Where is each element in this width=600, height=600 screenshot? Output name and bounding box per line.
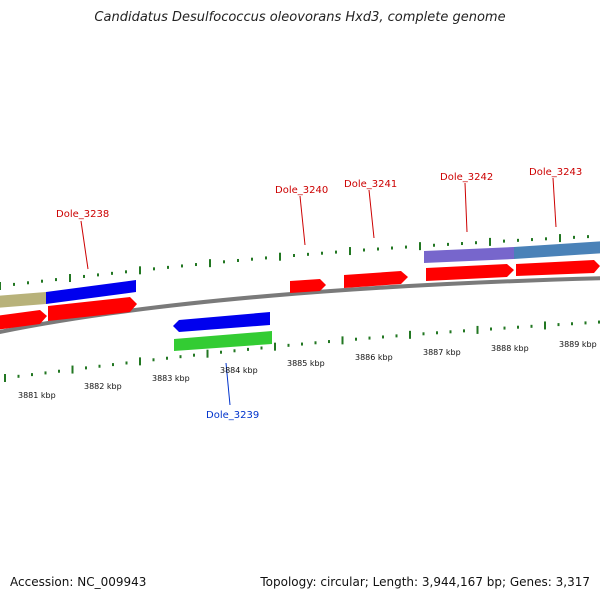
gene-label-dole-3238[interactable]: Dole_3238 xyxy=(56,209,109,220)
genome-summary-text: Topology: circular; Length: 3,944,167 bp… xyxy=(260,575,590,589)
map-title: Candidatus Desulfococcus oleovorans Hxd3… xyxy=(94,10,506,25)
kbp-label: 3889 kbp xyxy=(559,340,597,349)
upper-gc-ticks xyxy=(0,234,589,290)
gene-leader-lines xyxy=(80,177,557,406)
gene-label-dole-3240[interactable]: Dole_3240 xyxy=(275,185,328,196)
gene-label-dole-3239[interactable]: Dole_3239 xyxy=(206,410,259,421)
kbp-label: 3881 kbp xyxy=(18,391,56,400)
gene-label-dole-3243[interactable]: Dole_3243 xyxy=(529,167,582,178)
lower-ruler-ticks xyxy=(4,320,600,382)
olive-feature[interactable] xyxy=(0,292,46,308)
green-reverse-feature[interactable] xyxy=(174,331,272,351)
cds-arrow[interactable] xyxy=(0,310,47,330)
reverse-feature-track xyxy=(173,312,272,351)
gene-label-dole-3242[interactable]: Dole_3242 xyxy=(440,172,493,183)
kbp-label: 3883 kbp xyxy=(152,374,190,383)
cds-arrow[interactable] xyxy=(516,260,600,276)
blue-feature-upper[interactable] xyxy=(46,280,136,304)
kbp-label: 3886 kbp xyxy=(355,353,393,362)
genome-backbone xyxy=(0,276,600,334)
kbp-label: 3887 kbp xyxy=(423,348,461,357)
gene-label-dole-3241[interactable]: Dole_3241 xyxy=(344,179,397,190)
blue-reverse-arrow[interactable] xyxy=(173,312,270,332)
forward-cds-track xyxy=(0,260,600,330)
cds-arrow[interactable] xyxy=(344,271,408,288)
upper-feature-track xyxy=(0,241,600,308)
kbp-label: 3885 kbp xyxy=(287,359,325,368)
cds-arrow[interactable] xyxy=(426,264,514,281)
purple-feature[interactable] xyxy=(424,247,514,263)
cds-arrow[interactable] xyxy=(290,279,326,293)
kbp-label: 3888 kbp xyxy=(491,344,529,353)
kbp-label: 3884 kbp xyxy=(220,366,258,375)
steel-feature[interactable] xyxy=(514,241,600,259)
kbp-label: 3882 kbp xyxy=(84,382,122,391)
cds-arrow[interactable] xyxy=(48,297,137,321)
accession-text: Accession: NC_009943 xyxy=(10,575,147,589)
